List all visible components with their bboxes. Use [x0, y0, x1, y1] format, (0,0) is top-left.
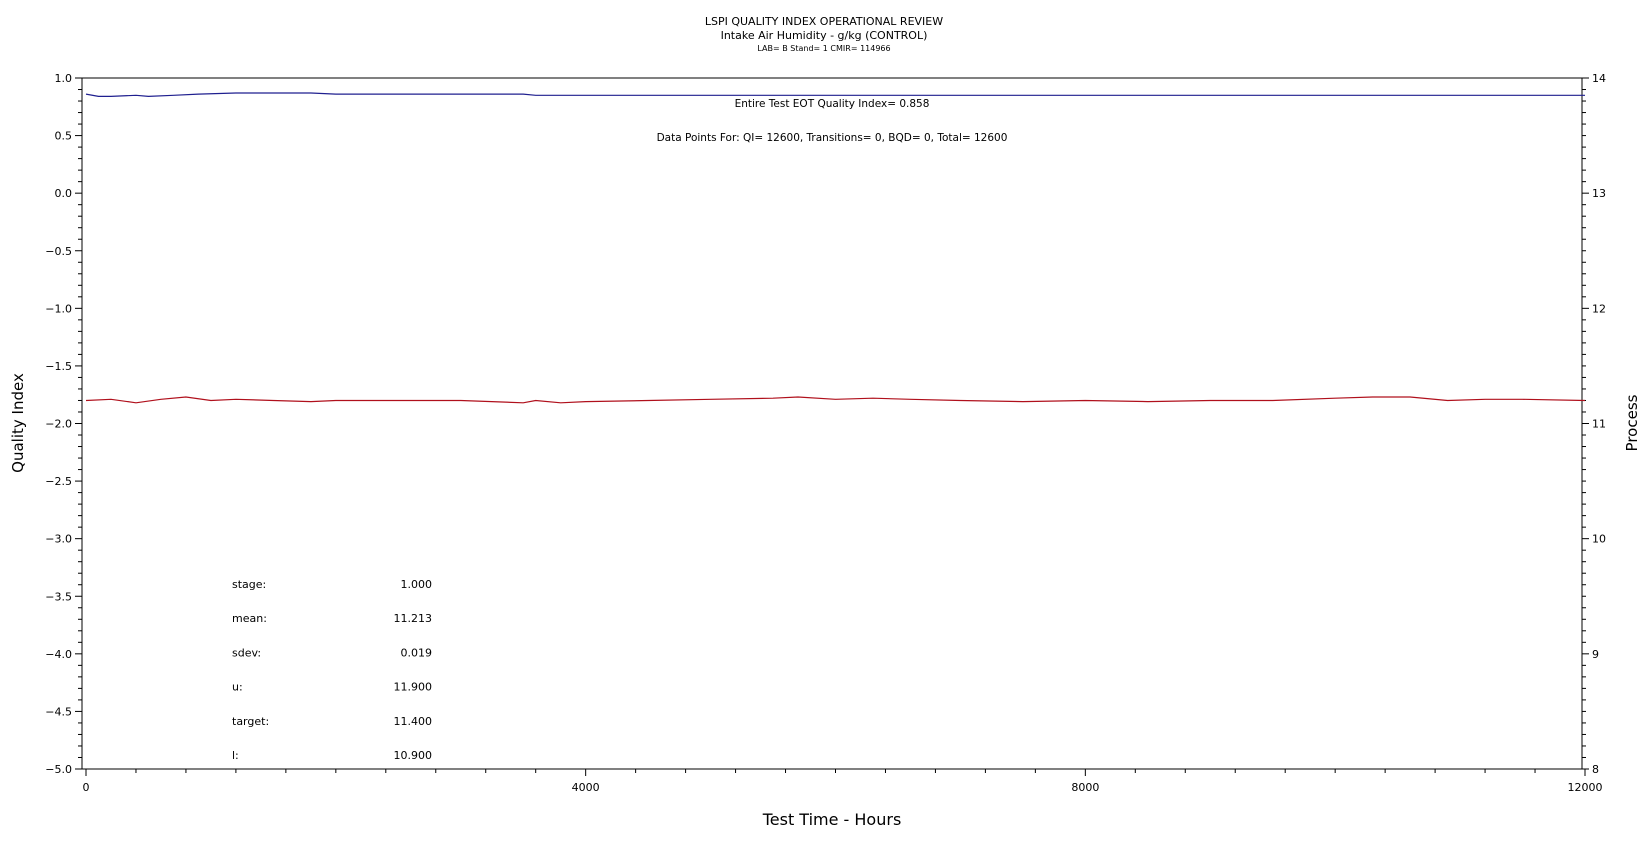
right-axis-ticks: 14 13 12 11 10 9 8 — [1582, 72, 1606, 776]
stat-value: 10.900 — [394, 749, 433, 762]
stat-value: 11.213 — [394, 612, 433, 625]
left-axis-label: Quality Index — [9, 373, 27, 473]
left-tick-label: −0.5 — [45, 245, 72, 258]
left-tick-label: −1.0 — [45, 302, 72, 315]
stat-label: u: — [232, 681, 243, 694]
plot-frame — [81, 77, 1583, 770]
process-series-line — [85, 396, 1586, 404]
left-tick-label: 0.0 — [55, 187, 73, 200]
left-tick-label: −1.5 — [45, 360, 72, 373]
left-tick-label: 0.5 — [55, 130, 73, 143]
chart-subtitle: Intake Air Humidity - g/kg (CONTROL) — [721, 29, 928, 42]
annotation-quality-index: Entire Test EOT Quality Index= 0.858 — [735, 98, 930, 110]
series-layer — [85, 92, 1586, 404]
chart-subtitle-small: LAB= B Stand= 1 CMIR= 114966 — [757, 44, 890, 53]
left-tick-label: −2.0 — [45, 418, 72, 431]
right-axis-label: Process — [1623, 394, 1641, 451]
x-axis-label: Test Time - Hours — [762, 810, 902, 829]
left-tick-label: −2.5 — [45, 475, 72, 488]
stat-value: 11.400 — [394, 715, 433, 728]
left-axis-ticks: 1.0 0.5 0.0 −0.5 −1.0 −1.5 −2.0 −2.5 −3.0 −3.5 −4.… — [45, 72, 82, 776]
right-tick-label: 13 — [1592, 187, 1606, 200]
stats-block: stage: 1.000 mean: 11.213 sdev: 0.019 u: 11.900… — [232, 578, 432, 762]
annotation-data-points: Data Points For: QI= 12600, Transitions=… — [657, 132, 1008, 144]
x-tick-label: 12000 — [1568, 781, 1603, 794]
x-tick-label: 8000 — [1071, 781, 1099, 794]
x-axis-ticks: 0 4000 8000 12000 — [83, 769, 1603, 794]
left-tick-label: −5.0 — [45, 763, 72, 776]
stat-label: target: — [232, 715, 269, 728]
left-tick-label: −3.5 — [45, 590, 72, 603]
chart-title: LSPI QUALITY INDEX OPERATIONAL REVIEW — [705, 15, 943, 28]
x-tick-label: 4000 — [572, 781, 600, 794]
quality-index-series-line — [85, 92, 1585, 98]
right-tick-label: 10 — [1592, 533, 1606, 546]
stat-label: stage: — [232, 578, 266, 591]
stat-value: 0.019 — [401, 646, 433, 659]
stat-value: 1.000 — [401, 578, 433, 591]
right-tick-label: 8 — [1592, 763, 1599, 776]
right-tick-label: 11 — [1592, 418, 1606, 431]
left-tick-label: −4.0 — [45, 648, 72, 661]
right-tick-label: 9 — [1592, 648, 1599, 661]
right-tick-label: 14 — [1592, 72, 1606, 85]
left-tick-label: −4.5 — [45, 705, 72, 718]
stat-label: l: — [232, 749, 239, 762]
stat-label: mean: — [232, 612, 267, 625]
left-tick-label: 1.0 — [55, 72, 73, 85]
left-tick-label: −3.0 — [45, 533, 72, 546]
stat-value: 11.900 — [394, 681, 433, 694]
stat-label: sdev: — [232, 646, 261, 659]
x-tick-label: 0 — [83, 781, 90, 794]
right-tick-label: 12 — [1592, 302, 1606, 315]
